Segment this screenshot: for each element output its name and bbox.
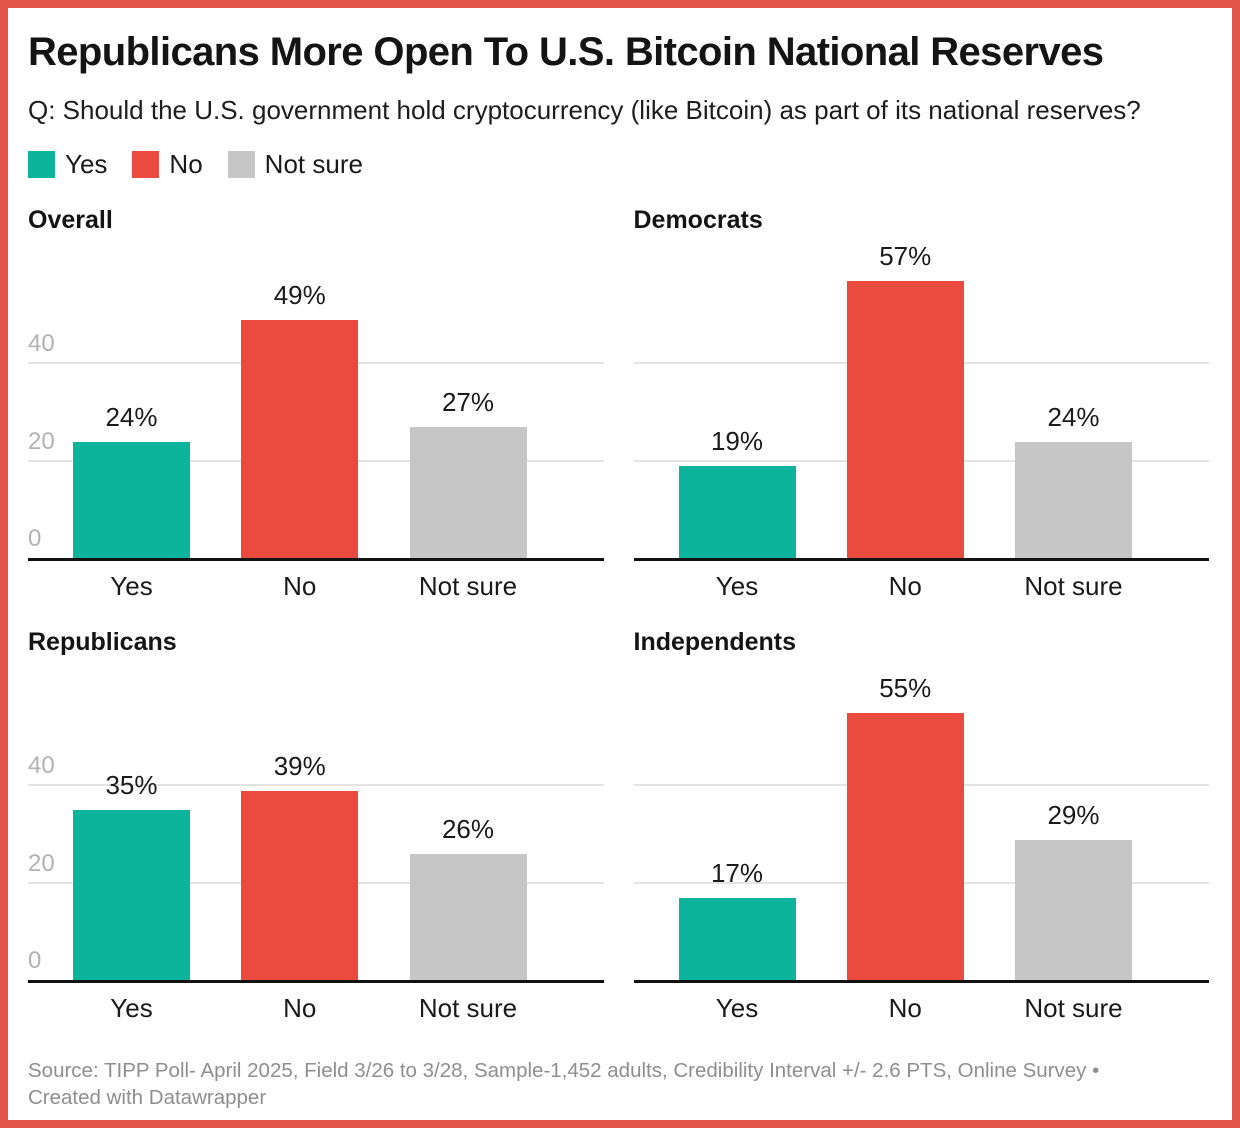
bar-slot-yes: 17%: [654, 663, 821, 982]
value-label-republicans-no: 39%: [273, 750, 326, 781]
x-axis-baseline: [633, 980, 1209, 984]
bar-democrats-yes: 19%: [678, 426, 796, 560]
category-label-no: No: [283, 993, 317, 1024]
bar-slot-no: 55%: [822, 663, 989, 982]
bar-overall-yes: 24%: [73, 402, 190, 560]
category-label-no: No: [888, 571, 922, 602]
bar-slot-no: 57%: [822, 241, 989, 560]
bar-democrats-not-sure: 24%: [1015, 402, 1132, 560]
x-labels-independents: Yes No Not sure: [654, 993, 1158, 1024]
legend-label-no: No: [169, 149, 203, 180]
category-label-not-sure: Not sure: [1024, 993, 1123, 1024]
bar-slot-not-sure: 26%: [385, 663, 552, 982]
value-label-republicans-yes: 35%: [105, 770, 158, 801]
panel-title-democrats: Democrats: [633, 206, 763, 235]
bar-overall-no: 49%: [241, 280, 359, 560]
value-label-republicans-not-sure: 26%: [441, 814, 495, 845]
legend-swatch-yes: [28, 151, 55, 179]
panel-overall: Overall 0 20 40 24% 49% 27% Yes No Not sure: [28, 205, 604, 602]
category-label-yes: Yes: [715, 993, 759, 1024]
legend-swatch-not-sure: [227, 151, 255, 179]
x-axis-baseline: [28, 558, 604, 562]
y-tick-40: 40: [28, 752, 55, 779]
legend-item-yes: Yes: [28, 149, 107, 180]
value-label-democrats-not-sure: 24%: [1047, 402, 1100, 433]
category-label-not-sure: Not sure: [418, 993, 518, 1024]
value-label-democrats-yes: 19%: [710, 426, 764, 457]
bar-slot-yes: 24%: [48, 241, 215, 560]
bar-slot-not-sure: 27%: [385, 241, 552, 560]
x-axis-baseline: [633, 558, 1209, 562]
value-label-overall-no: 49%: [273, 280, 326, 311]
value-label-independents-yes: 17%: [710, 858, 764, 889]
bar-slot-not-sure: 24%: [990, 241, 1157, 560]
bars-row-independents: 17% 55% 29%: [654, 663, 1158, 982]
value-label-overall-yes: 24%: [105, 402, 158, 433]
source-note: Source: TIPP Poll- April 2025, Field 3/2…: [28, 1057, 1209, 1112]
value-label-independents-no: 55%: [879, 672, 932, 703]
plot-area-overall: 0 20 40 24% 49% 27%: [28, 241, 604, 562]
bar-independents-no: 55%: [846, 673, 964, 982]
bar-independents-not-sure: 29%: [1015, 800, 1132, 982]
value-label-overall-not-sure: 27%: [441, 387, 495, 418]
bar-overall-not-sure: 27%: [409, 387, 527, 560]
category-label-yes: Yes: [715, 571, 759, 602]
bar-slot-no: 39%: [216, 663, 383, 982]
legend-label-not-sure: Not sure: [264, 149, 363, 180]
x-labels-democrats: Yes No Not sure: [654, 571, 1158, 602]
y-tick-40: 40: [28, 330, 55, 357]
category-label-not-sure: Not sure: [418, 571, 518, 602]
category-label-no: No: [888, 993, 922, 1024]
panels-grid: Overall 0 20 40 24% 49% 27% Yes No Not sure Democr…: [28, 205, 1209, 1024]
y-tick-0: 0: [28, 947, 42, 975]
legend-label-yes: Yes: [65, 149, 108, 180]
source-line-1: Source: TIPP Poll- April 2025, Field 3/2…: [28, 1059, 1100, 1083]
bar-slot-no: 49%: [216, 241, 383, 560]
plot-area-independents: 17% 55% 29%: [633, 663, 1209, 984]
chart-title: Republicans More Open To U.S. Bitcoin Na…: [28, 30, 1104, 74]
x-labels-republicans: Yes No Not sure: [48, 993, 552, 1024]
chart-subtitle: Q: Should the U.S. government hold crypt…: [28, 95, 1141, 125]
category-label-yes: Yes: [110, 571, 153, 602]
value-label-democrats-no: 57%: [879, 241, 932, 272]
x-labels-overall: Yes No Not sure: [48, 571, 552, 602]
plot-area-republicans: 0 20 40 35% 39% 26%: [28, 663, 604, 984]
panel-title-independents: Independents: [633, 628, 797, 657]
bar-independents-yes: 17%: [678, 858, 796, 982]
panel-republicans: Republicans 0 20 40 35% 39% 26% Yes No Not sure: [28, 627, 604, 1024]
value-label-independents-not-sure: 29%: [1047, 799, 1100, 830]
bar-republicans-yes: 35%: [73, 770, 190, 982]
bar-slot-yes: 19%: [654, 241, 821, 560]
panel-independents: Independents 17% 55% 29% Yes No Not sure: [633, 627, 1209, 1024]
gridline-40: [28, 784, 604, 786]
panel-democrats: Democrats 19% 57% 24% Yes No Not sure: [633, 205, 1209, 602]
y-tick-0: 0: [28, 525, 42, 553]
source-line-2: Created with Datawrapper: [28, 1086, 267, 1110]
bar-slot-not-sure: 29%: [990, 663, 1157, 982]
x-axis-baseline: [28, 980, 604, 984]
category-label-not-sure: Not sure: [1024, 571, 1123, 602]
bars-row-overall: 24% 49% 27%: [48, 241, 552, 560]
category-label-yes: Yes: [110, 993, 153, 1024]
legend-swatch-no: [132, 151, 160, 179]
legend: Yes No Not sure: [28, 149, 1209, 180]
y-tick-20: 20: [28, 427, 55, 455]
panel-title-republicans: Republicans: [28, 628, 177, 657]
bar-republicans-not-sure: 26%: [409, 814, 527, 982]
plot-area-democrats: 19% 57% 24%: [633, 241, 1209, 562]
category-label-no: No: [283, 571, 317, 602]
legend-item-not-sure: Not sure: [227, 149, 363, 180]
legend-item-no: No: [132, 149, 203, 180]
bars-row-republicans: 35% 39% 26%: [48, 663, 552, 982]
bar-democrats-no: 57%: [846, 241, 964, 560]
panel-title-overall: Overall: [28, 206, 113, 235]
bar-republicans-no: 39%: [241, 751, 359, 982]
y-tick-20: 20: [28, 849, 55, 877]
bars-row-democrats: 19% 57% 24%: [654, 241, 1158, 560]
bar-slot-yes: 35%: [48, 663, 215, 982]
